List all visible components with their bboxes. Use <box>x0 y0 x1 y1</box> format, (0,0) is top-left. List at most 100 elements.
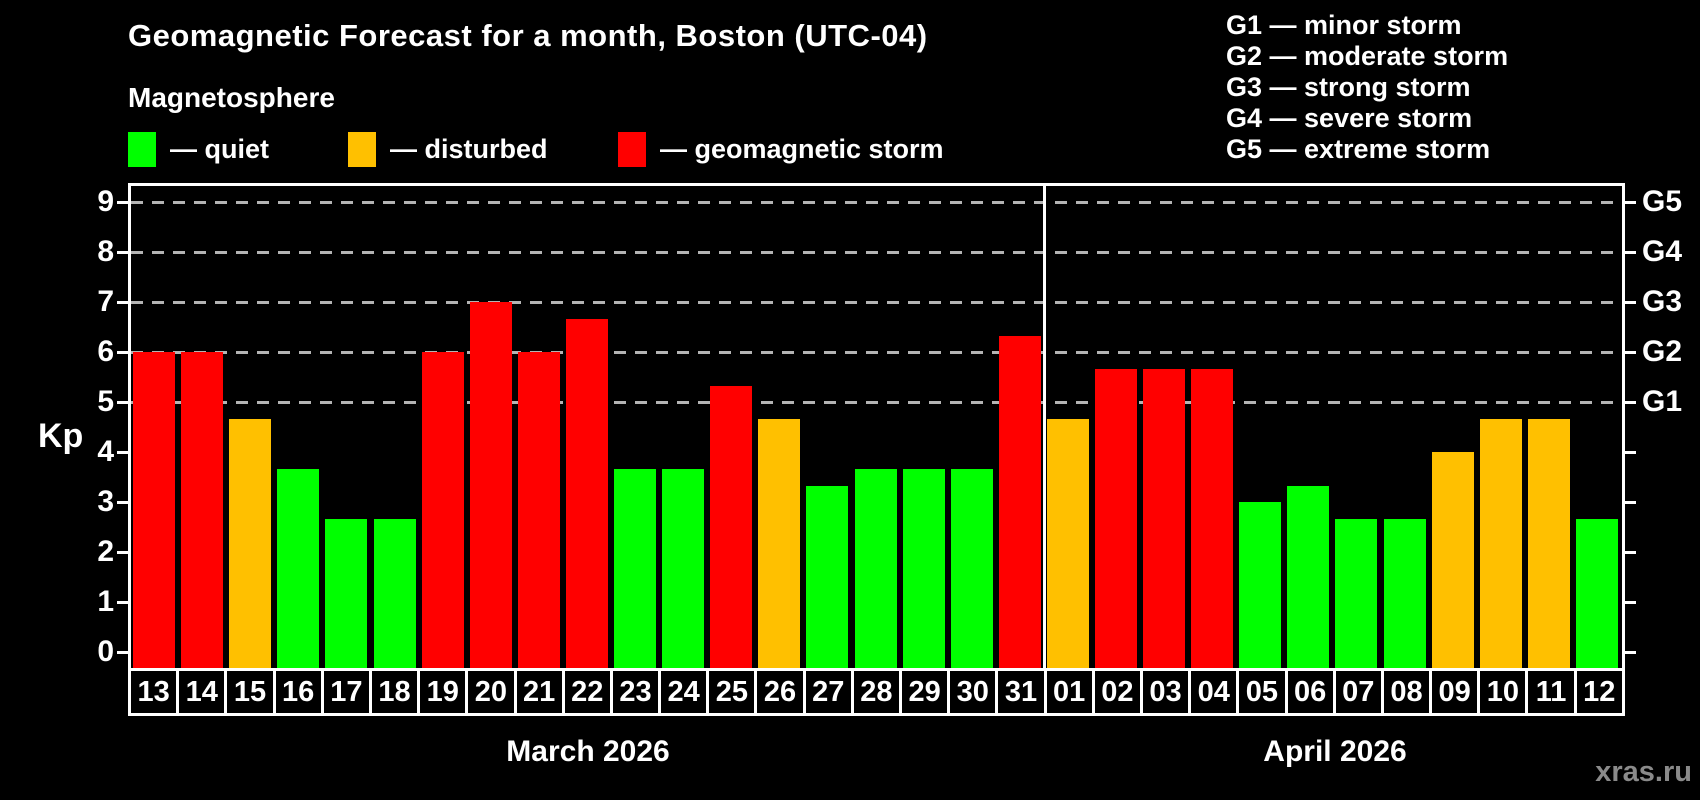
kp-bar-05 <box>1239 502 1282 668</box>
date-cell-21: 21 <box>513 668 565 716</box>
y-axis-right <box>1622 183 1625 668</box>
gridline-kp7 <box>131 301 1622 304</box>
y-tick-left-7 <box>117 301 128 304</box>
kp-bar-26 <box>758 418 801 668</box>
kp-bar-10 <box>1479 418 1522 668</box>
date-cell-19: 19 <box>417 668 469 716</box>
kp-bar-14 <box>181 352 224 668</box>
legend-item-disturbed: — disturbed <box>348 131 548 167</box>
y-tick-left-6 <box>117 351 128 354</box>
date-cell-03: 03 <box>1139 668 1192 716</box>
y-tick-left-2 <box>117 551 128 554</box>
date-cell-06: 06 <box>1284 668 1336 716</box>
y-axis-left <box>128 183 131 668</box>
date-cell-02: 02 <box>1091 668 1143 716</box>
date-cell-29: 29 <box>899 668 951 716</box>
date-cell-31: 31 <box>995 668 1047 716</box>
month-label-april: April 2026 <box>1263 735 1407 768</box>
y-tick-left-9 <box>117 201 128 204</box>
g-label-g5: G5 <box>1642 185 1683 218</box>
legend-label-disturbed: — disturbed <box>390 133 548 164</box>
y-tick-right-2 <box>1625 551 1636 554</box>
y-tick-left-3 <box>117 501 128 504</box>
y-tick-left-5 <box>117 401 128 404</box>
g-label-g1: G1 <box>1642 385 1683 418</box>
quiet-color-swatch-icon <box>128 131 156 167</box>
g-label-g3: G3 <box>1642 285 1683 318</box>
kp-bar-04 <box>1191 368 1234 668</box>
date-cell-24: 24 <box>658 668 710 716</box>
y-tick-left-1 <box>117 601 128 604</box>
month-label-march: March 2026 <box>506 735 670 768</box>
y-tick-right-9 <box>1625 201 1636 204</box>
legend-item-storm: — geomagnetic storm <box>618 131 944 167</box>
legend-item-quiet: — quiet <box>128 131 269 167</box>
date-cell-04: 04 <box>1188 668 1240 716</box>
disturbed-color-swatch-icon <box>348 131 376 167</box>
kp-axis-label: Kp <box>38 417 84 455</box>
y-tick-label-5: 5 <box>97 385 114 418</box>
y-tick-label-9: 9 <box>97 185 114 218</box>
y-tick-label-0: 0 <box>97 635 114 668</box>
g-label-g4: G4 <box>1642 235 1683 268</box>
kp-bar-15 <box>229 418 272 668</box>
kp-bar-12 <box>1575 518 1618 668</box>
date-cell-14: 14 <box>176 668 228 716</box>
date-cell-05: 05 <box>1236 668 1288 716</box>
date-cell-23: 23 <box>609 668 662 716</box>
y-tick-right-5 <box>1625 401 1636 404</box>
kp-bar-30 <box>950 468 993 668</box>
y-tick-label-7: 7 <box>97 285 114 318</box>
date-cell-22: 22 <box>561 668 613 716</box>
plot-top-border <box>128 183 1625 186</box>
gridline-kp9 <box>131 201 1622 204</box>
date-cell-16: 16 <box>272 668 324 716</box>
y-tick-left-0 <box>117 651 128 654</box>
g-label-g2: G2 <box>1642 335 1683 368</box>
date-cell-30: 30 <box>947 668 999 716</box>
y-tick-left-8 <box>117 251 128 254</box>
date-cell-09: 09 <box>1429 668 1481 716</box>
kp-bar-23 <box>614 468 657 668</box>
kp-bar-22 <box>565 318 608 668</box>
kp-bar-24 <box>662 468 705 668</box>
gridline-kp5 <box>131 401 1622 404</box>
date-cell-25: 25 <box>706 668 758 716</box>
date-cell-18: 18 <box>368 668 421 716</box>
legend-label-storm: — geomagnetic storm <box>660 133 944 164</box>
kp-bar-19 <box>421 352 464 668</box>
y-tick-right-7 <box>1625 301 1636 304</box>
g-scale-line-g3: G3 — strong storm <box>1226 72 1471 102</box>
y-tick-right-1 <box>1625 601 1636 604</box>
kp-bar-16 <box>277 468 320 668</box>
kp-bar-18 <box>373 518 416 668</box>
y-tick-label-3: 3 <box>97 485 114 518</box>
kp-bar-25 <box>710 385 753 668</box>
kp-bar-20 <box>469 302 512 668</box>
kp-bar-01 <box>1046 418 1089 668</box>
date-cell-12: 12 <box>1573 668 1625 716</box>
y-tick-right-8 <box>1625 251 1636 254</box>
date-cell-26: 26 <box>754 668 806 716</box>
date-cell-10: 10 <box>1477 668 1529 716</box>
y-tick-label-2: 2 <box>97 535 114 568</box>
y-tick-left-4 <box>117 451 128 454</box>
date-cell-11: 11 <box>1525 668 1577 716</box>
y-tick-label-1: 1 <box>97 585 114 618</box>
kp-bar-08 <box>1383 518 1426 668</box>
legend-label-quiet: — quiet <box>170 133 269 164</box>
kp-bar-02 <box>1094 368 1137 668</box>
y-tick-label-6: 6 <box>97 335 114 368</box>
y-tick-right-4 <box>1625 451 1636 454</box>
watermark: xras.ru <box>1595 756 1692 788</box>
date-cell-17: 17 <box>320 668 372 716</box>
g-scale-line-g5: G5 — extreme storm <box>1226 134 1491 164</box>
date-cell-13: 13 <box>128 668 180 716</box>
kp-bar-21 <box>517 352 560 668</box>
g-scale-line-g2: G2 — moderate storm <box>1226 41 1509 71</box>
y-tick-right-3 <box>1625 501 1636 504</box>
date-cell-15: 15 <box>224 668 276 716</box>
y-tick-label-4: 4 <box>97 435 114 468</box>
kp-bar-29 <box>902 468 945 668</box>
